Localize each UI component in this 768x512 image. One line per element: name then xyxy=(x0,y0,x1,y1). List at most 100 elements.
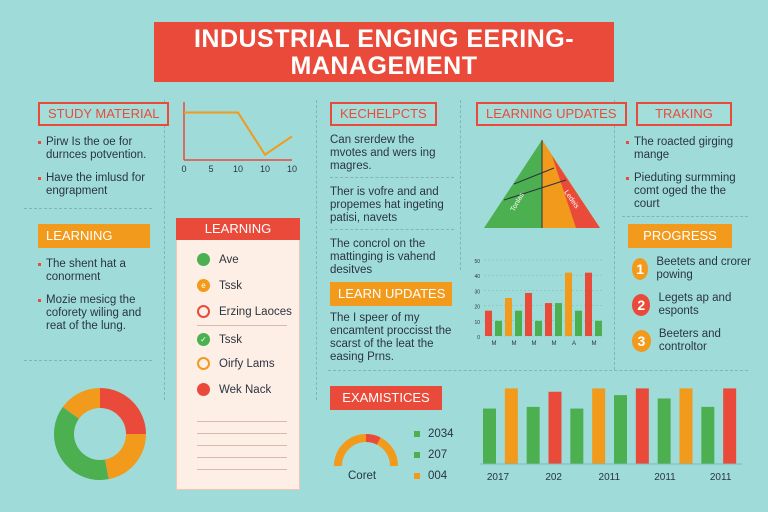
step-text: Beetets and crorer powing xyxy=(656,256,751,281)
x-tick-label: 10 xyxy=(233,164,243,174)
traking-label: TRAKING xyxy=(636,102,732,126)
learn-updates-text: The I speer of my encamtent proccisst th… xyxy=(330,312,452,363)
y-tick-label: 10 xyxy=(474,320,480,326)
bar xyxy=(495,320,502,336)
status-dot xyxy=(197,383,210,396)
divider xyxy=(330,229,454,230)
bar xyxy=(555,303,562,336)
learning-card-title: LEARNING xyxy=(176,218,300,240)
divider xyxy=(622,216,748,217)
triangle-line xyxy=(513,167,555,185)
learning-updates-label: LEARNING UPDATES xyxy=(476,102,627,126)
divider xyxy=(460,100,461,270)
triangle-right xyxy=(552,156,600,228)
step-number: 3 xyxy=(632,330,651,352)
list-item: The concrol on the mattinging is vahend … xyxy=(330,238,436,276)
bar xyxy=(483,408,496,464)
bar xyxy=(535,320,542,336)
list-item: Mozie mesicg the coforety wiling and rea… xyxy=(38,294,156,333)
progress-item: 2 Legets ap and esponts xyxy=(632,292,756,318)
checklist-item[interactable]: ✓ Tssk xyxy=(197,333,242,346)
bar xyxy=(565,272,572,336)
checklist-item[interactable]: e Tssk xyxy=(197,279,242,292)
gauge-fill xyxy=(365,434,381,445)
y-tick-label: 40 xyxy=(474,274,480,280)
gauge-label: Coret xyxy=(348,470,377,482)
list-item: Can srerdew the mvotes and wers ing magr… xyxy=(330,134,436,172)
bar xyxy=(548,391,562,464)
y-tick-label: 0 xyxy=(477,335,480,341)
bar xyxy=(679,388,693,464)
bar xyxy=(504,388,518,464)
small-bar-chart: 50 40 30 20 10 0 M M M M A M xyxy=(474,259,604,347)
checklist-item[interactable]: Erzing Laoces xyxy=(197,305,292,318)
x-tick-label: 10 xyxy=(287,164,297,174)
learning-left-list: The shent hat a conorment Mozie mesicg t… xyxy=(38,258,156,333)
status-dot: e xyxy=(197,279,210,292)
progress-list: 1 Beetets and crorer powing 2 Legets ap … xyxy=(632,256,756,354)
gauge-track xyxy=(334,434,398,467)
divider xyxy=(330,177,454,178)
checklist-item[interactable]: Oirfy Lams xyxy=(197,357,275,370)
bar xyxy=(575,310,582,336)
x-tick-label: A xyxy=(572,341,576,347)
checklist-item[interactable]: Wek Nack xyxy=(197,383,271,396)
legend-item: 004 xyxy=(414,470,454,483)
bar xyxy=(505,298,512,336)
donut-segment xyxy=(99,388,146,435)
bar xyxy=(525,292,532,336)
study-material-label: STUDY MATERIAL xyxy=(38,102,170,126)
gauge xyxy=(334,434,398,467)
checklist-item[interactable]: Ave xyxy=(197,253,239,266)
list-item: Ther is vofre and and propemes hat inget… xyxy=(330,186,444,224)
bar xyxy=(570,408,584,464)
y-tick-label: 20 xyxy=(474,305,480,311)
x-tick-label: M xyxy=(512,341,517,347)
progress-item: 1 Beetets and crorer powing xyxy=(632,256,756,282)
status-ring xyxy=(197,305,210,318)
x-tick-label: M xyxy=(592,341,597,347)
triangle-line xyxy=(503,179,567,201)
title-line-2: MANAGEMENT xyxy=(290,52,478,80)
page-title: INDUSTRIAL ENGING EERING- MANAGEMENT xyxy=(154,22,614,82)
divider xyxy=(316,100,317,400)
divider xyxy=(614,100,615,370)
step-text: Beeters and controltor xyxy=(658,328,721,353)
study-material-list: Pirw Is the oe for durnces potvention. H… xyxy=(38,136,156,198)
bar xyxy=(635,388,649,464)
legend-item: 207 xyxy=(414,449,454,462)
bar xyxy=(585,272,592,336)
divider xyxy=(24,360,152,361)
bar xyxy=(657,398,671,464)
x-tick-label: 2017 xyxy=(487,472,510,483)
x-tick-label: M xyxy=(492,341,497,347)
progress-label: PROGRESS xyxy=(628,224,732,248)
x-tick-label: M xyxy=(532,341,537,347)
list-item: Pirw Is the oe for durnces potvention. xyxy=(38,136,156,162)
x-tick-label: 202 xyxy=(545,472,562,483)
bar xyxy=(592,388,606,464)
bar xyxy=(614,395,627,464)
legend-item: 2034 xyxy=(414,428,454,441)
triangle-diagram: Tonlas Ledeis xyxy=(484,140,600,228)
bar xyxy=(723,388,737,464)
donut-segment xyxy=(54,406,109,480)
x-tick-label: 2011 xyxy=(654,472,676,483)
bar xyxy=(545,303,552,336)
progress-item: 3 Beeters and controltor xyxy=(632,328,756,354)
line-chart: 0 5 10 10 10 xyxy=(181,102,297,174)
triangle-middle xyxy=(542,140,600,228)
kechelpcts-list: Can srerdew the mvotes and wers ing magr… xyxy=(330,134,454,277)
step-number: 1 xyxy=(632,258,649,280)
x-tick-label: M xyxy=(552,341,557,347)
divider xyxy=(328,370,748,371)
examistices-label: EXAMISTICES xyxy=(330,386,442,410)
traking-list: The roacted girging mange Pieduting surm… xyxy=(626,136,754,211)
x-tick-label: 2011 xyxy=(599,472,621,483)
x-tick-label: 0 xyxy=(181,164,186,174)
divider xyxy=(164,100,165,400)
bar xyxy=(526,406,540,464)
y-tick-label: 30 xyxy=(474,289,480,295)
x-tick-label: 5 xyxy=(208,164,213,174)
x-tick-label: 2011 xyxy=(710,472,732,483)
